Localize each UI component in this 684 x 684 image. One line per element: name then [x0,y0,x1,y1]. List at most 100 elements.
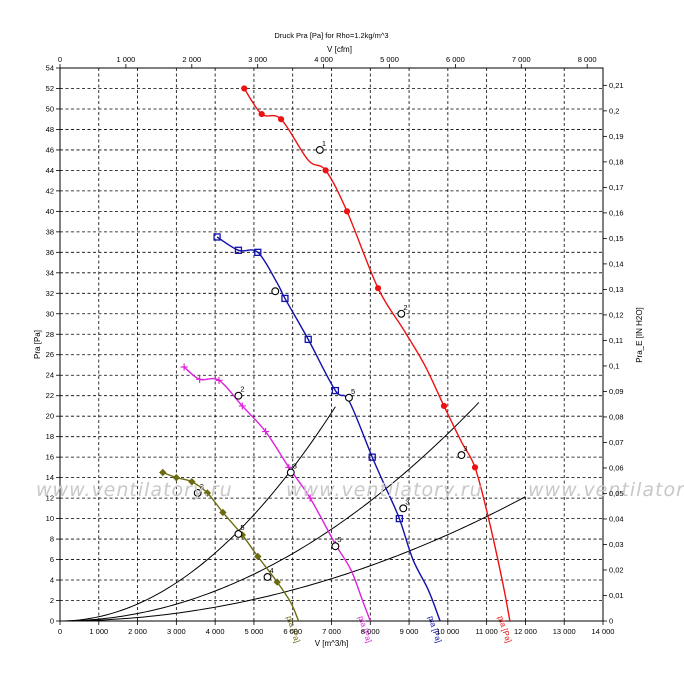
data-point [395,514,404,523]
x-tick-label: 10 000 [436,627,459,636]
x-tick-label: 1 000 [89,627,108,636]
data-point [304,335,312,344]
data-point [215,376,223,384]
y2-tick-label: 0,19 [609,132,624,141]
y-tick-label: 30 [46,309,54,318]
y2-tick-label: 0,06 [609,463,624,472]
data-point [213,233,221,241]
operating-point [457,451,466,460]
operating-point-number: 1 [322,139,326,148]
data-point [277,116,285,123]
data-point [241,85,248,92]
operating-point [263,573,272,581]
data-point [238,402,246,410]
x2-tick-label: 4 000 [314,55,333,64]
y-tick-label: 14 [46,473,54,482]
data-point [343,208,351,215]
y-tick-label: 54 [46,64,54,73]
operating-point [397,309,406,318]
y2-tick-label: 0,15 [609,234,624,243]
data-point [219,508,227,517]
operating-point [286,468,295,477]
x-tick-label: 14 000 [592,627,615,636]
y2-tick-label: 0,09 [609,387,624,396]
x-tick-label: 12 000 [514,627,537,636]
y-tick-label: 0 [50,617,54,626]
y2-tick-label: 0,02 [609,565,624,574]
y-tick-label: 2 [50,596,54,605]
fan-curve-line [216,236,441,622]
data-point [331,386,340,395]
y-tick-label: 6 [50,555,54,564]
data-point [258,110,265,118]
operating-point [193,489,202,497]
operating-point [234,530,243,538]
y2-tick-label: 0,21 [609,81,624,90]
operating-point-number: 5 [337,535,341,544]
y2-axis-title: Pra_E [IN H2O] [635,307,644,363]
y-tick-label: 52 [46,84,54,93]
y-tick-label: 36 [46,248,54,257]
operating-point [399,504,408,513]
y-tick-label: 42 [46,186,54,195]
y2-tick-label: 0,05 [609,489,624,498]
operating-points: 1 2 3 3 3 3 5 4 5 2 5 [193,139,468,581]
y2-tick-label: 0 [609,617,613,626]
data-point [254,552,262,561]
y2-tick-label: 0,14 [609,259,624,268]
chart-title: Druck Pra [Pa] for Rho=1.2kg/m^3 [274,31,388,40]
y-tick-label: 16 [46,453,54,462]
operating-point-number: 5 [351,387,355,396]
operating-point [315,145,324,154]
x-tick-label: 0 [58,627,62,636]
x-axis-title: V [m^3/h] [315,639,349,648]
operating-point-number: 3 [463,444,467,453]
y2-tick-label: 0,13 [609,285,624,294]
data-point [196,375,204,383]
data-point [440,402,448,410]
data-point [368,453,376,461]
data-point [234,246,243,254]
operating-point [331,542,340,551]
x-tick-label: 7 000 [322,627,341,636]
x-tick-label: 11 000 [475,627,497,636]
y-tick-label: 4 [50,576,54,585]
y2-tick-label: 0,16 [609,208,624,217]
y-tick-label: 48 [46,125,54,134]
x2-tick-label: 3 000 [248,55,267,64]
x2-axis-title: V [cfm] [327,45,352,54]
y2-tick-label: 0,18 [609,157,624,166]
operating-point [271,287,280,296]
x2-tick-label: 8 000 [578,55,597,64]
y2-tick-label: 0,04 [609,514,624,523]
operating-point-number: 3 [405,497,409,506]
y-tick-label: 32 [46,289,54,298]
y2-tick-label: 0,17 [609,183,624,192]
y-tick-label: 18 [46,432,54,441]
watermark-text: www.ventilatory.ru [36,479,233,501]
data-point [471,464,479,471]
y-tick-label: 46 [46,145,54,154]
watermark-text: www.ventilatory.ru [286,479,483,501]
y-tick-label: 44 [46,166,54,175]
y-tick-label: 20 [46,412,54,421]
y-tick-label: 12 [46,494,54,503]
x-tick-label: 4 000 [206,627,225,636]
y2-tick-label: 0,01 [609,591,624,600]
watermark-layer: www.ventilatory.ru www.ventilatory.ru www.… [36,479,684,501]
x2-tick-label: 5 000 [380,55,399,64]
y2-tick-label: 0,03 [609,540,624,549]
data-point [306,494,314,502]
x-tick-label: 2 000 [128,627,147,636]
data-point [172,473,181,482]
data-point [254,248,262,256]
x-tick-label: 9 000 [400,627,419,636]
x-tick-label: 13 000 [553,627,576,636]
operating-point-number: 5 [240,523,244,532]
y-tick-label: 28 [46,330,54,339]
data-point [374,285,382,292]
operating-point-number: 3 [200,482,204,491]
x-tick-label: 3 000 [167,627,186,636]
data-point [159,468,167,477]
